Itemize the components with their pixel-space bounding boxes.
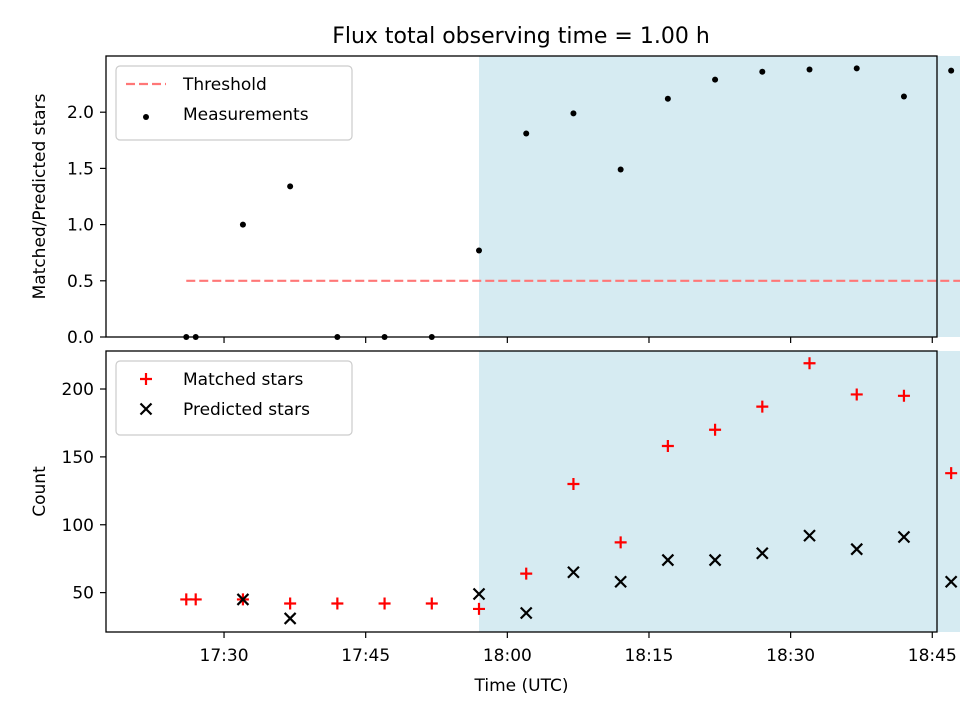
y-tick-label: 2.0 <box>67 103 94 123</box>
legend-box <box>115 360 353 436</box>
measurement-point <box>523 130 530 137</box>
x-tick-label: 18:15 <box>624 646 673 666</box>
measurement-point <box>570 110 577 117</box>
predicted-star-point <box>944 575 958 589</box>
matched-star-point <box>709 423 722 436</box>
predicted-star-point <box>614 575 627 589</box>
x-axis-label: Time (UTC) <box>474 676 569 696</box>
matched-star-point <box>661 440 674 453</box>
measurement-point <box>759 68 766 75</box>
top-panel: 0.0 0.5 1.0 1.5 2.0 Matched/Predicted stars Th… <box>30 55 960 348</box>
legend-measurement-swatch <box>143 114 149 120</box>
measurement-point <box>712 76 719 83</box>
predicted-star-point <box>567 565 580 579</box>
measurement-point <box>900 93 907 100</box>
y-axis-label: Count <box>30 466 50 517</box>
matched-star-point <box>803 357 816 370</box>
legend: Matched stars Predicted stars <box>115 360 353 436</box>
measurement-point <box>806 66 813 73</box>
y-tick-label: 50 <box>72 584 94 604</box>
measurement-point <box>239 221 246 228</box>
predicted-star-point <box>519 606 533 620</box>
matched-star-point <box>331 597 344 610</box>
x-tick-label: 17:30 <box>200 646 249 666</box>
matched-star-point <box>945 467 958 480</box>
y-tick-label: 150 <box>62 448 94 468</box>
x-tick-label: 18:45 <box>908 646 957 666</box>
measurement-point <box>617 166 624 173</box>
matched-star-point <box>473 602 486 615</box>
legend-label: Measurements <box>183 105 309 125</box>
matched-star-point <box>850 388 863 401</box>
y-tick-label: 200 <box>62 380 94 400</box>
predicted-star-point <box>897 530 911 544</box>
predicted-star-point <box>803 529 816 542</box>
predicted-star-point <box>756 546 769 560</box>
measurement-point <box>476 247 483 254</box>
plot-frame <box>105 55 938 338</box>
x-tick-label: 18:30 <box>766 646 815 666</box>
y-tick-label: 1.0 <box>67 216 94 236</box>
predicted-star-point <box>236 593 250 606</box>
legend-box <box>115 65 353 141</box>
observing-span <box>479 56 960 337</box>
matched-star-point <box>378 597 391 610</box>
legend: Threshold Measurements <box>115 65 353 141</box>
matched-star-point <box>284 597 297 610</box>
matched-star-point <box>520 567 533 580</box>
measurement-point <box>853 65 860 72</box>
predicted-star-point <box>850 542 864 556</box>
figure-title: Flux total observing time = 1.00 h <box>332 24 710 49</box>
measurement-point <box>948 67 955 74</box>
matched-star-point <box>567 478 580 491</box>
legend-matched-swatch <box>140 373 152 385</box>
legend-label: Predicted stars <box>183 400 310 420</box>
matched-star-point <box>614 536 627 549</box>
measurement-point <box>287 183 294 190</box>
y-tick-label: 0.0 <box>67 328 94 348</box>
legend-label: Matched stars <box>183 370 303 390</box>
bottom-panel: 50 100 150 200 17:30 17:45 18:00 18:15 18:30 18:4… <box>30 350 960 696</box>
legend-label: Threshold <box>182 75 267 95</box>
y-axis-label: Matched/Predicted stars <box>30 93 50 299</box>
matched-star-point <box>756 400 769 413</box>
plot-frame <box>105 350 938 633</box>
predicted-star-point <box>283 612 297 625</box>
matched-star-point <box>897 389 910 402</box>
y-tick-label: 100 <box>62 516 94 536</box>
matched-star-point <box>425 597 438 610</box>
legend-predicted-swatch <box>139 402 153 416</box>
predicted-star-point <box>708 553 722 567</box>
x-tick-label: 17:45 <box>341 646 390 666</box>
matched-star-point <box>189 593 202 606</box>
predicted-star-point <box>472 587 486 601</box>
measurement-point <box>664 95 671 102</box>
y-tick-label: 1.5 <box>67 159 94 179</box>
predicted-star-point <box>661 553 675 567</box>
x-tick-label: 18:00 <box>483 646 532 666</box>
observing-span <box>479 351 960 632</box>
y-tick-label: 0.5 <box>67 272 94 292</box>
